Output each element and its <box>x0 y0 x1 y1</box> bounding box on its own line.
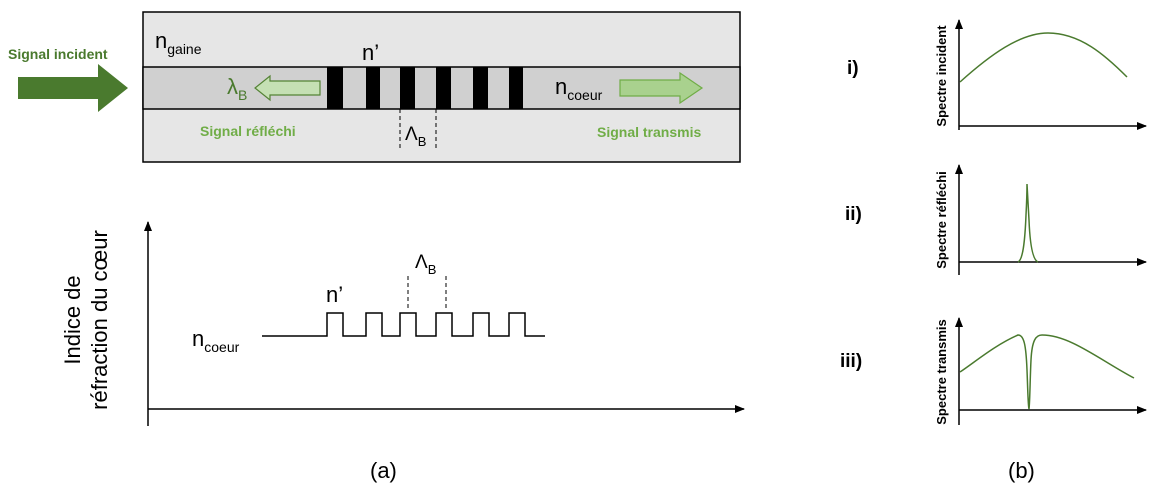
grating-bar <box>436 67 451 109</box>
spectrum-incident-roman: i) <box>847 58 859 79</box>
signal-incident-label: Signal incident <box>8 46 108 62</box>
spectrum-transmitted: iii) Spectre transmis <box>840 317 1147 425</box>
profile-ylabel-line1: Indice de <box>60 275 85 364</box>
profile-ylabel-line2: réfraction du cœur <box>87 230 112 410</box>
spectrum-reflected-label: Spectre réfléchi <box>934 171 949 269</box>
spectrum-transmitted-curve <box>959 334 1135 410</box>
grating-bar <box>509 67 523 109</box>
fiber-n-coeur-label: ncoeur <box>555 74 603 103</box>
profile-n-prime-label: n’ <box>326 282 343 307</box>
profile-n-coeur-label: ncoeur <box>192 326 240 355</box>
bragg-grating <box>327 67 523 109</box>
index-profile: Indice de réfraction du cœur ΛB n’ ncoeu… <box>60 221 745 426</box>
signal-transmis-label: Signal transmis <box>597 124 701 140</box>
profile-period-marker <box>407 275 447 308</box>
profile-period-label: ΛB <box>415 252 436 277</box>
fiber-period-label: ΛB <box>405 124 426 149</box>
transmitted-arrow <box>619 71 704 105</box>
spectrum-reflected: ii) Spectre réfléchi <box>845 164 1147 275</box>
fiber-n-prime-label: n’ <box>362 40 379 65</box>
spectrum-reflected-roman: ii) <box>845 204 862 225</box>
caption-a: (a) <box>370 458 397 483</box>
spectrum-reflected-curve <box>1017 183 1039 263</box>
lambda-b-label: λB <box>227 74 247 103</box>
caption-b: (b) <box>1008 458 1035 483</box>
n-gaine-label: ngaine <box>155 28 202 57</box>
grating-bar <box>400 67 415 109</box>
incident-arrow <box>18 64 128 112</box>
grating-bar <box>327 67 343 109</box>
grating-bar <box>473 67 488 109</box>
spectrum-transmitted-label: Spectre transmis <box>934 319 949 425</box>
fiber-schematic: ΛB ngaine n’ ncoeur λB Signal incident S… <box>8 11 741 163</box>
spectrum-incident: i) Spectre incident <box>847 19 1147 130</box>
reflected-arrow <box>254 74 321 102</box>
grating-bar <box>366 67 380 109</box>
spectrum-transmitted-roman: iii) <box>840 351 862 372</box>
spectrum-incident-curve <box>959 32 1128 83</box>
index-square-wave <box>262 312 545 337</box>
signal-reflechi-label: Signal réfléchi <box>200 123 296 139</box>
spectrum-incident-label: Spectre incident <box>934 25 949 127</box>
